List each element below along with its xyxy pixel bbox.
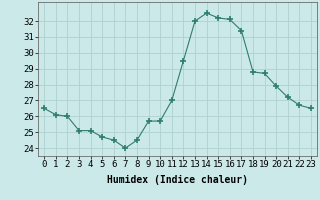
- X-axis label: Humidex (Indice chaleur): Humidex (Indice chaleur): [107, 175, 248, 185]
